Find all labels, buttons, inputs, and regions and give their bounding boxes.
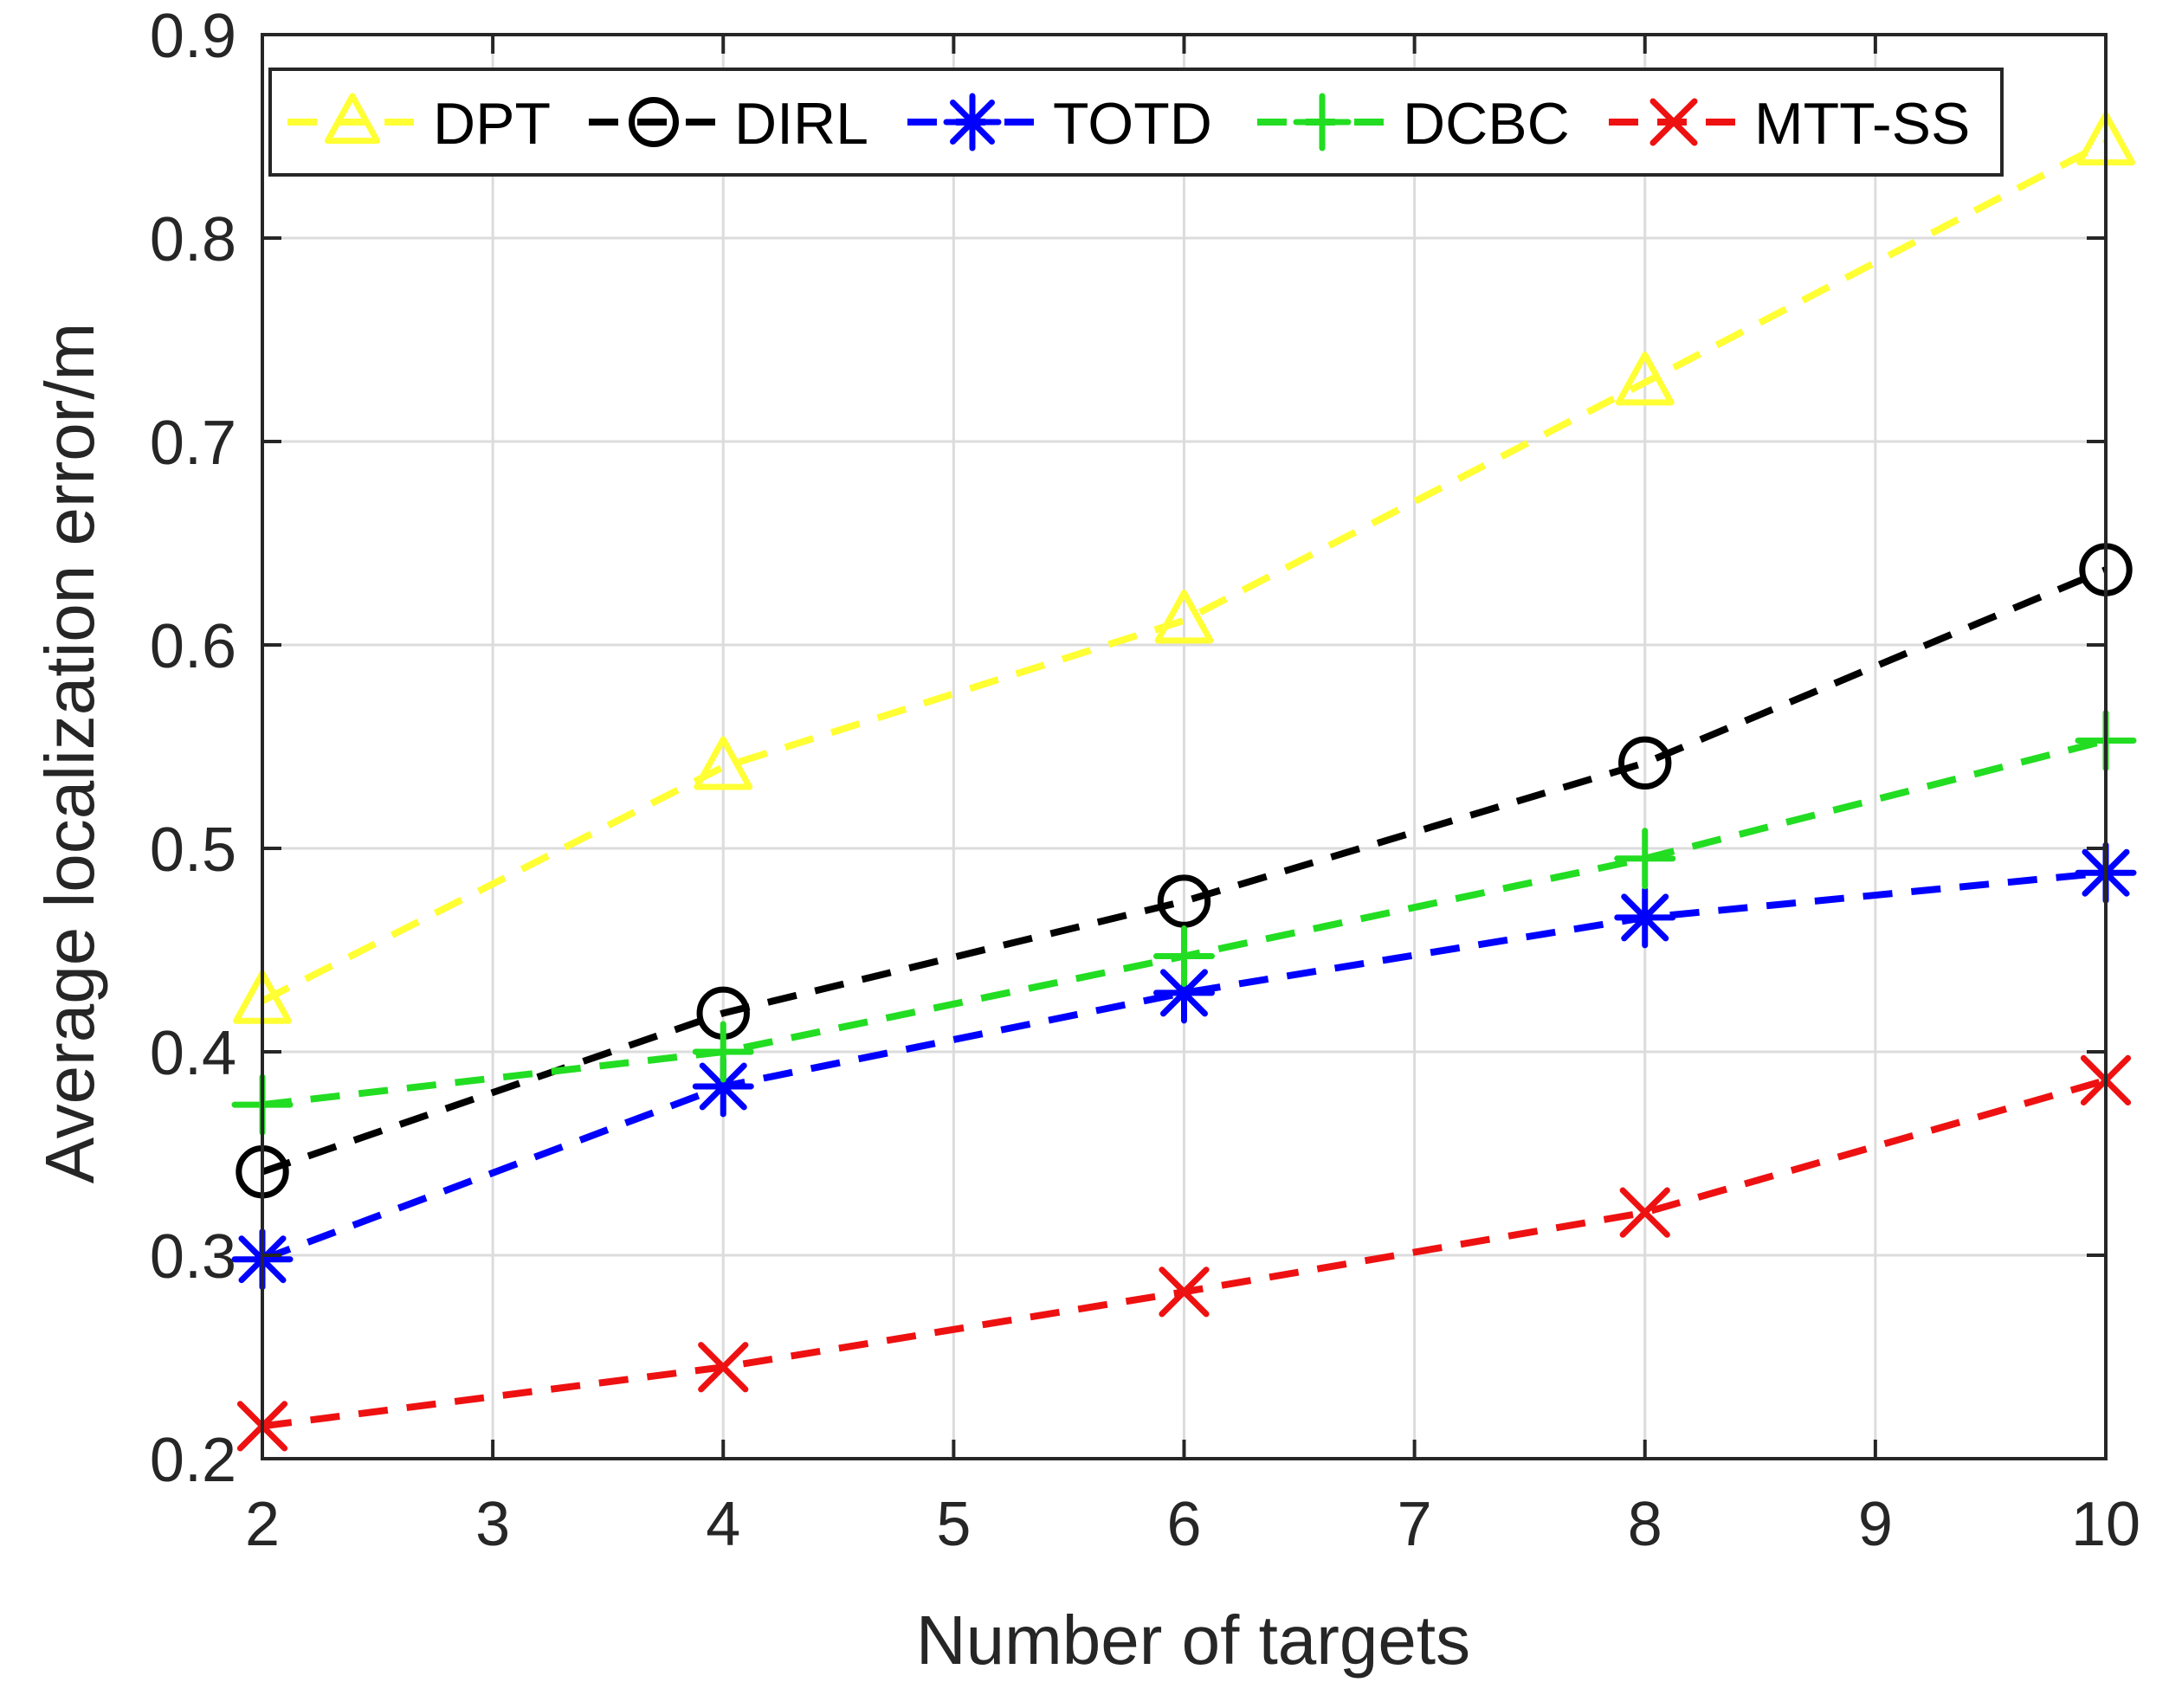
y-tick-label: 0.8 — [150, 205, 236, 274]
legend-label-totd: TOTD — [1053, 91, 1212, 157]
legend-marker-totd — [943, 93, 1002, 151]
legend-label-mtt-ss: MTT-SS — [1754, 91, 1970, 157]
y-tick-label: 0.9 — [150, 2, 236, 71]
data-point-dpt — [1615, 351, 1675, 406]
legend-marker-mtt-ss — [1649, 98, 1698, 146]
data-point-dirl — [1157, 874, 1211, 928]
y-tick-label: 0.4 — [150, 1019, 236, 1088]
legend: DPT DIRL TOTD DCBC MTT-SS — [268, 68, 2004, 177]
x-axis-label: Number of targets — [916, 1602, 1470, 1679]
legend-item-mtt-ss: MTT-SS — [1609, 91, 1970, 157]
data-point-dcbc — [1614, 828, 1676, 890]
legend-item-dcbc: DCBC — [1257, 91, 1570, 157]
x-tick-label: 3 — [475, 1490, 510, 1559]
data-point-dpt — [1154, 590, 1214, 644]
y-tick-label: 0.5 — [150, 815, 236, 885]
legend-marker-dirl — [629, 97, 679, 147]
data-point-dpt — [694, 736, 753, 790]
legend-marker-dcbc — [1293, 93, 1352, 151]
data-point-dirl — [1618, 736, 1672, 790]
x-tick-label: 2 — [245, 1490, 280, 1559]
legend-item-totd: TOTD — [907, 91, 1212, 157]
y-tick-labels: 0.2 0.3 0.4 0.5 0.6 0.7 0.8 0.9 — [150, 2, 236, 1495]
legend-label-dirl: DIRL — [734, 91, 868, 157]
x-tick-label: 7 — [1398, 1490, 1432, 1559]
y-tick-label: 0.2 — [150, 1426, 236, 1495]
y-tick-label: 0.6 — [150, 612, 236, 681]
x-tick-label: 10 — [2071, 1490, 2140, 1559]
tick-marks — [261, 33, 2108, 1460]
data-point-dcbc — [692, 1021, 754, 1083]
data-point-totd — [692, 1055, 754, 1118]
data-point-totd — [1153, 962, 1215, 1024]
x-tick-label: 8 — [1628, 1490, 1662, 1559]
series-dpt — [233, 112, 2135, 1024]
legend-item-dpt: DPT — [287, 91, 551, 157]
legend-label-dcbc: DCBC — [1403, 91, 1570, 157]
data-point-mtt-ss — [1619, 1187, 1670, 1238]
series-layer — [231, 112, 2137, 1452]
data-point-totd — [1614, 886, 1676, 949]
x-tick-label: 5 — [936, 1490, 971, 1559]
x-tick-label: 6 — [1166, 1490, 1201, 1559]
data-point-mtt-ss — [698, 1342, 749, 1393]
x-tick-label: 9 — [1858, 1490, 1893, 1559]
y-tick-label: 0.7 — [150, 409, 236, 478]
legend-marker-dpt — [325, 93, 380, 145]
data-point-mtt-ss — [1159, 1266, 1210, 1318]
series-line-dirl — [261, 566, 2108, 1176]
x-tick-labels: 2 3 4 5 6 7 8 9 10 — [245, 1490, 2140, 1559]
series-line-dpt — [261, 139, 2108, 1004]
data-point-dcbc — [1153, 925, 1215, 988]
y-axis-label: Average localization error/m — [31, 323, 108, 1184]
legend-item-dirl: DIRL — [589, 91, 868, 157]
legend-label-dpt: DPT — [433, 91, 551, 157]
y-tick-label: 0.3 — [150, 1222, 236, 1292]
x-tick-label: 4 — [706, 1490, 740, 1559]
series-mtt-ss — [236, 1054, 2132, 1452]
